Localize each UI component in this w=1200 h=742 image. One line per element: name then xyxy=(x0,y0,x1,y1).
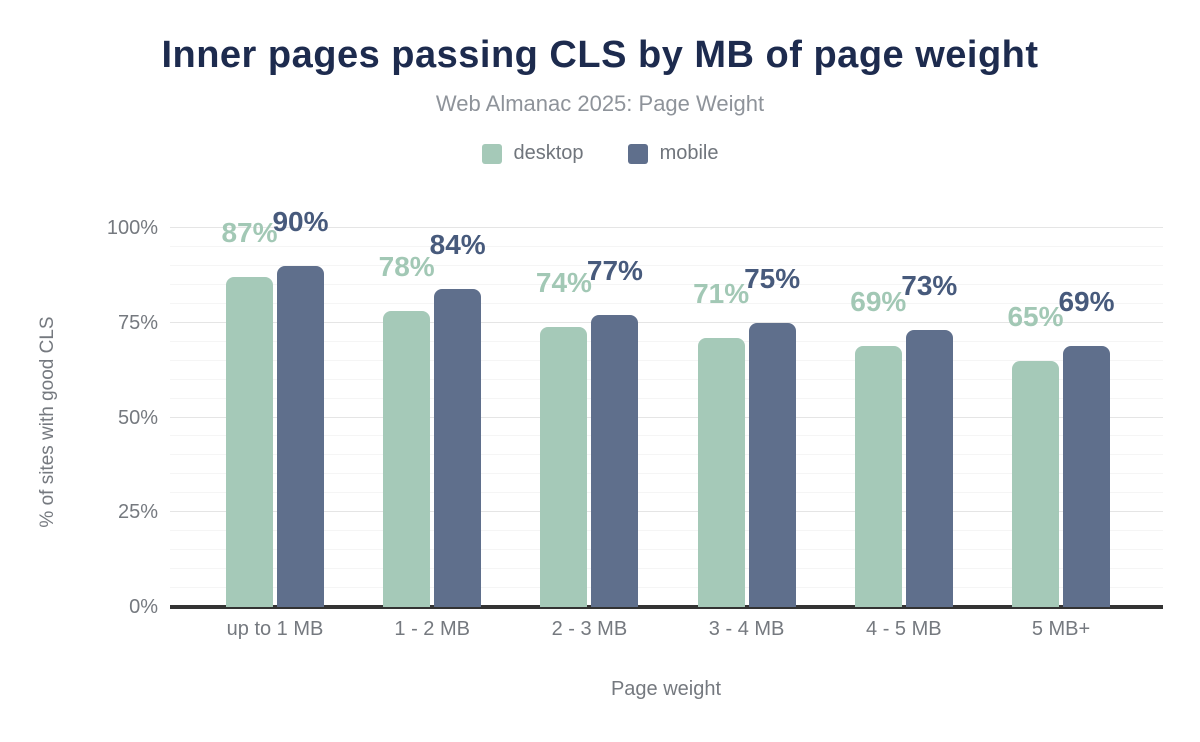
legend-label: desktop xyxy=(513,142,584,164)
major-gridline xyxy=(170,227,1163,228)
x-tick-label-0: up to 1 MB xyxy=(226,618,324,640)
minor-gridline xyxy=(170,492,1163,494)
minor-gridline xyxy=(170,435,1163,437)
bar-value-label-desktop-0: 87% xyxy=(221,217,278,249)
minor-gridline xyxy=(170,359,1163,361)
legend-label: mobile xyxy=(659,142,719,164)
major-gridline xyxy=(170,321,1163,323)
bar-desktop-1 xyxy=(383,311,431,607)
bar-desktop-2 xyxy=(540,326,588,607)
bar-mobile-3 xyxy=(748,322,796,607)
bar-value-label-mobile-1: 84% xyxy=(429,228,486,260)
bar-desktop-3 xyxy=(697,337,745,607)
legend: desktop mobile xyxy=(0,142,1200,165)
bar-value-label-mobile-4: 73% xyxy=(901,270,958,302)
minor-gridline xyxy=(170,397,1163,399)
minor-gridline xyxy=(170,568,1163,570)
major-gridline xyxy=(170,511,1163,513)
x-tick-label-4: 4 - 5 MB xyxy=(866,618,942,640)
minor-gridline xyxy=(170,283,1163,285)
minor-gridline xyxy=(170,549,1163,551)
minor-gridline xyxy=(170,530,1163,532)
x-tick-label-2: 2 - 3 MB xyxy=(551,618,628,640)
y-axis-title: % of sites with good CLS xyxy=(37,316,58,528)
bar-value-label-desktop-1: 78% xyxy=(378,251,435,283)
y-tick-label-75: 75% xyxy=(117,311,158,334)
bar-value-label-desktop-5: 65% xyxy=(1007,300,1064,332)
bar-value-label-mobile-3: 75% xyxy=(744,262,801,294)
bar-value-label-desktop-4: 69% xyxy=(850,285,907,317)
bar-desktop-5 xyxy=(1012,360,1059,607)
x-tick-label-1: 1 - 2 MB xyxy=(394,618,470,640)
bar-mobile-5 xyxy=(1063,345,1110,607)
minor-gridline xyxy=(170,302,1163,304)
legend-item-mobile: mobile xyxy=(627,142,719,165)
bar-value-label-mobile-5: 69% xyxy=(1058,285,1115,317)
legend-swatch-desktop xyxy=(481,143,502,164)
bar-value-label-desktop-3: 71% xyxy=(693,277,750,309)
minor-gridline xyxy=(170,340,1163,342)
x-axis-title: Page weight xyxy=(610,678,722,700)
bar-mobile-1 xyxy=(434,288,482,607)
chart-subtitle: Web Almanac 2025: Page Weight xyxy=(435,91,765,116)
minor-gridline xyxy=(170,473,1163,475)
bar-mobile-4 xyxy=(905,330,953,607)
bar-mobile-2 xyxy=(591,315,639,607)
minor-gridline xyxy=(170,454,1163,456)
x-tick-label-5: 5 MB+ xyxy=(1031,618,1091,640)
bar-mobile-0 xyxy=(277,265,324,607)
minor-gridline xyxy=(170,587,1163,589)
x-axis-line xyxy=(170,605,1163,609)
y-tick-label-100: 100% xyxy=(106,217,158,239)
bar-desktop-4 xyxy=(854,345,902,607)
bar-value-label-desktop-2: 74% xyxy=(535,266,592,298)
bar-value-label-mobile-0: 90% xyxy=(272,205,329,237)
minor-gridline xyxy=(170,378,1163,380)
legend-swatch-mobile xyxy=(627,143,648,164)
major-gridline xyxy=(170,416,1163,418)
plot-area: 87% 90% 78% 84% 74% 77% 71% 75% 69% 73% 65% 69% xyxy=(170,207,1163,609)
y-tick-label-0: 0% xyxy=(129,596,158,618)
y-tick-label-25: 25% xyxy=(117,501,158,524)
y-tick-label-50: 50% xyxy=(117,406,158,429)
bar-desktop-0 xyxy=(226,277,273,607)
minor-gridline xyxy=(170,245,1163,247)
legend-item-desktop: desktop xyxy=(481,142,584,165)
x-tick-label-3: 3 - 4 MB xyxy=(708,618,785,640)
bar-value-label-mobile-2: 77% xyxy=(586,255,643,287)
minor-gridline xyxy=(170,264,1163,266)
chart-title: Inner pages passing CLS by MB of page we… xyxy=(161,34,1039,76)
